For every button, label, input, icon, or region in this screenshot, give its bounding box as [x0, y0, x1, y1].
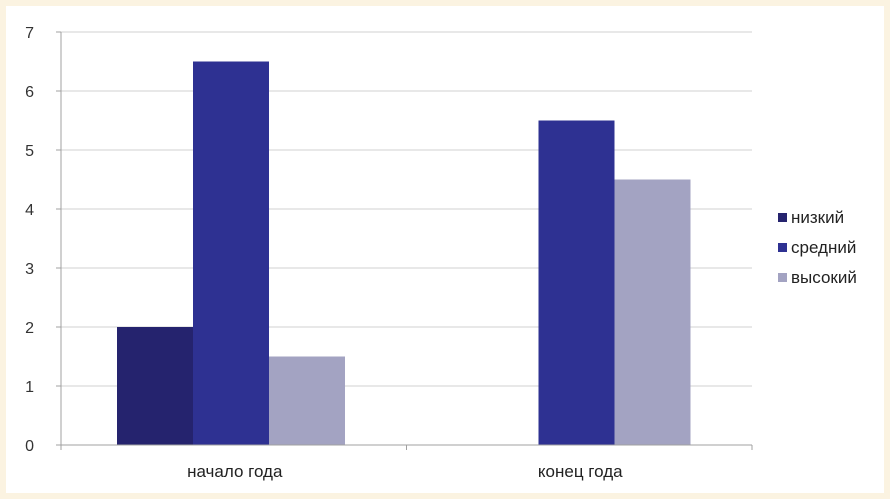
legend-label: средний — [791, 238, 856, 257]
legend-label: низкий — [791, 208, 844, 227]
y-tick-labels: 0 1 2 3 4 5 6 7 — [25, 25, 34, 455]
legend-swatch — [778, 213, 787, 222]
legend: низкий средний высокий — [778, 208, 857, 287]
y-tick-label: 6 — [25, 84, 34, 101]
y-tick-label: 2 — [25, 320, 34, 337]
x-category-label: конец года — [538, 462, 623, 481]
x-category-label: начало года — [187, 462, 283, 481]
y-tick-label: 5 — [25, 143, 34, 160]
legend-swatch — [778, 273, 787, 282]
axes — [56, 31, 753, 450]
y-tick-label: 1 — [25, 379, 34, 396]
y-tick-label: 3 — [25, 261, 34, 278]
legend-swatch — [778, 243, 787, 252]
y-tick-label: 7 — [25, 25, 34, 42]
bar — [117, 327, 193, 445]
legend-label: высокий — [791, 268, 857, 287]
y-tick-label: 4 — [25, 202, 34, 219]
bars — [117, 61, 691, 445]
bar — [538, 120, 615, 445]
x-category-labels: начало года конец года — [187, 462, 623, 481]
bar — [614, 179, 691, 445]
bar — [269, 356, 345, 445]
y-tick-label: 0 — [25, 438, 34, 455]
bar — [193, 61, 269, 445]
